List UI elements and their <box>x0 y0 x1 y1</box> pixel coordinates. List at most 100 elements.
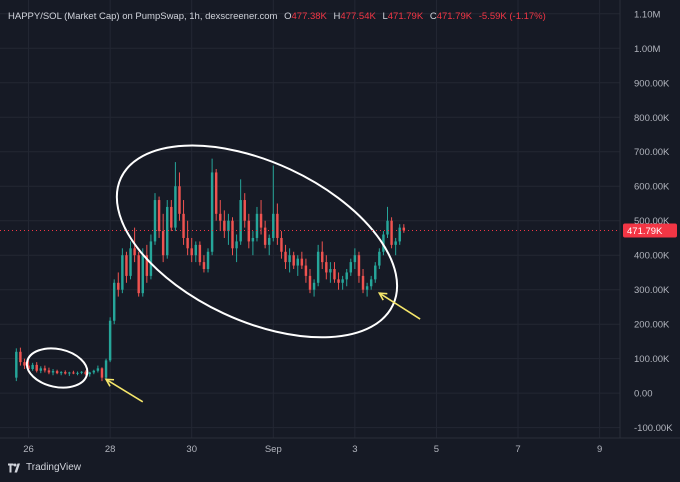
candle-body <box>117 282 120 290</box>
candle-body <box>88 372 91 375</box>
x-tick-label: Sep <box>265 444 282 455</box>
last-price-badge <box>623 223 677 238</box>
y-axis[interactable]: -100.00K 0.00 100.00K 200.00K 300.00K 400.00K… <box>634 9 673 434</box>
annotation-arrowhead <box>104 378 115 387</box>
ohlc-high-value: 477.54K <box>340 11 376 22</box>
candle-body <box>72 372 75 374</box>
candle-body <box>43 368 47 371</box>
candle-body <box>210 172 214 252</box>
last-price-marker: 471.79K <box>0 223 677 238</box>
candle-body <box>300 258 304 266</box>
candle-body <box>121 255 124 290</box>
candle-body <box>235 241 238 249</box>
candle-body <box>108 320 112 361</box>
candle-body <box>280 237 283 252</box>
candle-body <box>76 372 79 374</box>
candle-body <box>198 244 202 263</box>
x-tick-label: 26 <box>23 444 34 455</box>
y-tick-label: 700.00K <box>634 147 670 158</box>
candle-body <box>19 351 22 363</box>
x-tick-label: 9 <box>597 444 602 455</box>
candle-body <box>272 213 275 238</box>
candle-body <box>190 248 193 256</box>
candle-body <box>31 364 34 370</box>
ohlc-close-label: C <box>429 11 437 22</box>
ohlc-change-value: -5.59K (-1.17%) <box>478 11 546 22</box>
candle-body <box>182 213 185 238</box>
candle-body <box>219 213 222 221</box>
tradingview-logo-icon <box>8 463 20 472</box>
candle-body <box>100 368 104 378</box>
candle-body <box>308 275 312 290</box>
candle-body <box>329 269 332 273</box>
candle-body <box>39 368 43 371</box>
candle-body <box>333 269 336 280</box>
ohlc-close-value: 471.79K <box>436 11 473 22</box>
candle-body <box>251 237 255 242</box>
ohlc-low-value: 471.79K <box>387 11 424 22</box>
candle-body <box>47 370 51 373</box>
tradingview-branding[interactable]: TradingView <box>8 462 81 473</box>
candle-body <box>292 255 295 266</box>
candle-body <box>386 220 389 235</box>
y-tick-label: 800.00K <box>634 113 670 124</box>
candle-body <box>80 371 83 373</box>
candle-body <box>243 200 246 221</box>
candle-body <box>23 362 26 366</box>
candle-body <box>378 251 381 266</box>
candle-body <box>27 365 30 370</box>
candle-body <box>206 251 210 270</box>
candle-body <box>312 282 316 290</box>
candle-body <box>112 282 116 321</box>
candle-body <box>145 255 149 276</box>
ohlc-high-label: H <box>333 11 341 22</box>
x-tick-label: 30 <box>186 444 197 455</box>
candle-body <box>284 251 287 263</box>
candle-body <box>267 237 271 245</box>
x-tick-label: 5 <box>434 444 439 455</box>
candle-body <box>365 286 369 290</box>
candle-body <box>55 371 59 374</box>
annotation-ellipse <box>25 347 89 389</box>
x-axis[interactable]: 26 28 30 Sep 3 5 7 9 <box>23 444 602 455</box>
x-tick-label: 7 <box>515 444 520 455</box>
candle-body <box>304 265 308 276</box>
y-tick-label: 300.00K <box>634 285 670 296</box>
candle-body <box>345 272 348 280</box>
candle-body <box>325 262 328 273</box>
candle-body <box>178 186 181 214</box>
candle-body <box>223 220 226 232</box>
chart-title: HAPPY/SOL (Market Cap) on PumpSwap, 1h, … <box>8 11 278 22</box>
x-tick-label: 3 <box>352 444 357 455</box>
y-tick-label: 1.00M <box>634 44 660 55</box>
candle-body <box>288 255 291 263</box>
candle-body <box>255 213 259 238</box>
annotations <box>25 144 421 403</box>
y-tick-label: 100.00K <box>634 354 670 365</box>
y-tick-label: 1.10M <box>634 9 660 20</box>
candle-body <box>369 279 373 287</box>
candle-body <box>170 206 173 228</box>
candle-body <box>84 371 87 375</box>
x-tick-label: 28 <box>105 444 116 455</box>
candle-body <box>59 372 63 374</box>
candle-body <box>349 262 353 273</box>
candle-body <box>341 279 344 283</box>
candle-body <box>296 258 299 266</box>
candle-body <box>276 213 279 238</box>
candle-body <box>194 244 198 256</box>
candle-body <box>239 200 242 242</box>
candle-body <box>398 227 401 242</box>
brand-name: TradingView <box>26 462 82 473</box>
candle-body <box>231 220 234 249</box>
candle-body <box>214 172 218 214</box>
candle-body <box>64 372 67 374</box>
candle-body <box>129 248 132 276</box>
ohlc-low-label: L <box>382 11 388 22</box>
candle-body <box>35 364 38 371</box>
last-price-label: 471.79K <box>627 226 663 237</box>
candles <box>15 158 406 382</box>
candle-body <box>15 351 18 378</box>
candle-body <box>141 255 144 294</box>
